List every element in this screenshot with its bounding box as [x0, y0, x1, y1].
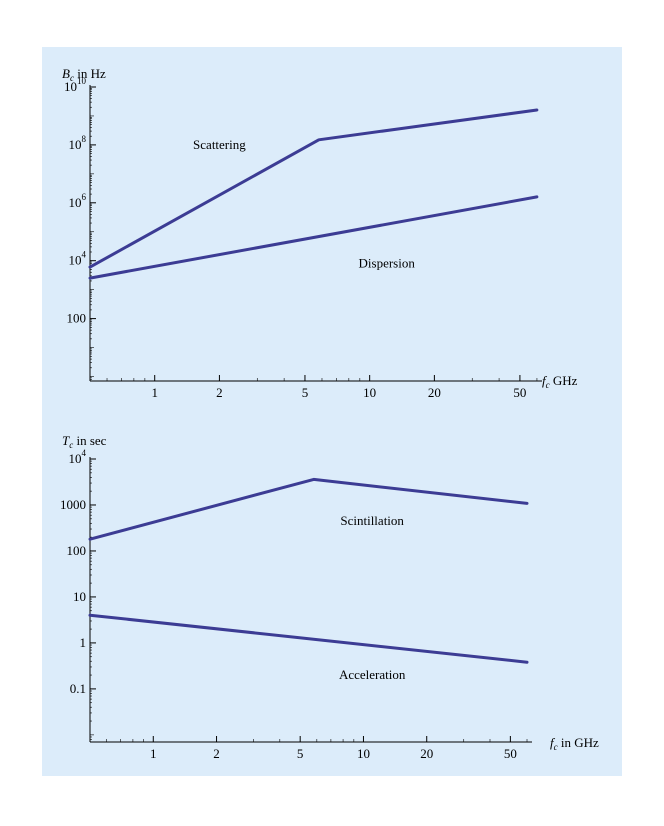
x-tick-label: 5 [302, 385, 309, 400]
x-tick-label: 20 [428, 385, 441, 400]
y-axis-label: Tc in sec [62, 433, 107, 450]
y-tick-label: 104 [69, 250, 87, 268]
x-tick-label: 2 [213, 746, 220, 761]
annotation-scattering: Scattering [193, 137, 246, 152]
annotation-acceleration: Acceleration [339, 667, 406, 682]
time-chart: Tc in sec fc in GHz 1 2 5 10 20 500.111010010… [60, 433, 599, 761]
y-tick-label: 104 [69, 448, 87, 466]
y-axis-sub: c [70, 73, 74, 83]
y-tick-label: 100 [67, 543, 87, 558]
x-tick-label: 50 [513, 385, 526, 400]
x-tick-label: 1 [150, 746, 157, 761]
bandwidth-chart: Bc in Hz fc GHz 1 2 5 10 20 50100104106108101… [62, 66, 578, 400]
chart-panel: Bc in Hz fc GHz 1 2 5 10 20 50 100 104 106 108 101… [42, 47, 622, 776]
y-tick-label: 1 [80, 635, 87, 650]
y-tick-label: 10 [73, 589, 86, 604]
y-axis-rest: in sec [73, 433, 106, 448]
x-axis-label: fc in GHz [550, 735, 599, 752]
x-axis-var: f [542, 373, 548, 388]
x-tick-label: 2 [216, 385, 223, 400]
y-axis-var: B [62, 66, 70, 81]
x-tick-label: 1 [151, 385, 158, 400]
x-tick-label: 5 [297, 746, 304, 761]
x-tick-label: 20 [420, 746, 433, 761]
annotation-scintillation: Scintillation [340, 513, 404, 528]
x-axis-sub: c [546, 380, 550, 390]
y-axis-rest: in Hz [74, 66, 106, 81]
annotation-dispersion: Dispersion [359, 256, 416, 271]
series-scattering-line [88, 108, 539, 269]
y-tick-label: 108 [69, 134, 87, 152]
x-tick-label: 10 [363, 385, 376, 400]
series-dispersion-line [88, 195, 539, 280]
y-tick-label: 1010 [64, 76, 87, 94]
y-axis-label: Bc in Hz [62, 66, 106, 83]
series-acceleration-line [88, 613, 529, 664]
y-tick-label: 1000 [60, 497, 86, 512]
y-axis-var: T [62, 433, 70, 448]
y-axis-sub: c [69, 440, 73, 450]
x-axis-label: fc GHz [542, 373, 578, 390]
x-axis-rest: in GHz [558, 735, 599, 750]
y-tick-label: 106 [69, 192, 87, 210]
series-scintillation-line [88, 477, 529, 541]
x-axis-rest: GHz [550, 373, 578, 388]
x-axis-var: f [550, 735, 556, 750]
x-tick-label: 50 [504, 746, 517, 761]
y-tick-label: 0.1 [70, 681, 86, 696]
x-tick-label: 10 [357, 746, 370, 761]
y-tick-label: 100 [67, 311, 87, 326]
chart-svg: Bc in Hz fc GHz 1 2 5 10 20 50100104106108101… [60, 66, 599, 761]
x-axis-sub: c [554, 742, 558, 752]
